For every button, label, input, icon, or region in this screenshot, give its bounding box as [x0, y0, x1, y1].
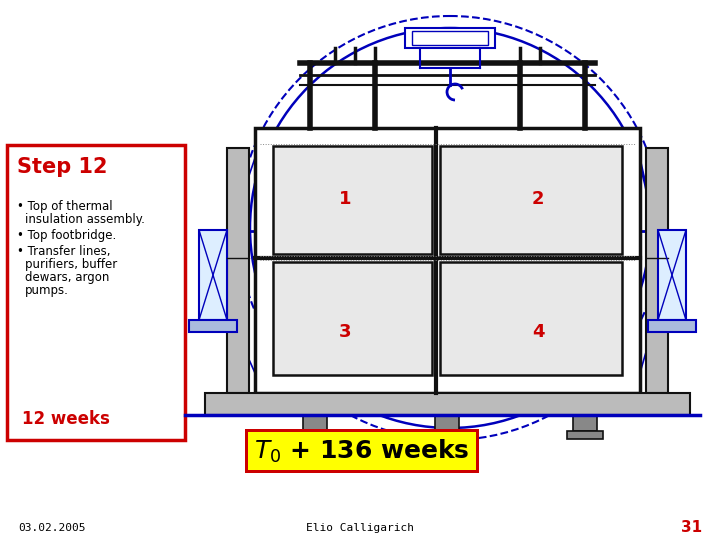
Bar — [245, 429, 479, 473]
Text: Step 12: Step 12 — [17, 157, 107, 177]
Bar — [273, 146, 432, 254]
Text: 31: 31 — [681, 521, 702, 536]
Bar — [248, 432, 476, 470]
Bar — [205, 393, 690, 415]
Bar — [189, 320, 237, 332]
Text: 12 weeks: 12 weeks — [22, 410, 110, 428]
Text: purifiers, buffer: purifiers, buffer — [25, 258, 117, 271]
Bar — [405, 28, 495, 48]
Bar — [658, 230, 686, 320]
Bar — [435, 415, 459, 431]
Bar — [440, 262, 622, 375]
Bar — [648, 320, 696, 332]
Bar — [273, 262, 432, 375]
Text: 2: 2 — [532, 191, 544, 208]
Text: 4: 4 — [532, 323, 544, 341]
Bar — [567, 431, 603, 439]
Bar — [227, 148, 249, 393]
Bar — [440, 146, 622, 254]
Bar — [646, 148, 668, 393]
Bar — [412, 31, 488, 45]
Text: Elio Calligarich: Elio Calligarich — [306, 523, 414, 533]
Text: insulation assembly.: insulation assembly. — [25, 213, 145, 226]
Text: • Transfer lines,: • Transfer lines, — [17, 245, 110, 258]
Bar — [429, 431, 465, 439]
Bar — [7, 145, 185, 440]
Bar — [297, 431, 333, 439]
Bar — [255, 128, 640, 393]
Bar — [303, 415, 327, 431]
Text: 3: 3 — [339, 323, 352, 341]
Text: • Top of thermal: • Top of thermal — [17, 200, 112, 213]
Bar — [573, 415, 597, 431]
Text: 03.02.2005: 03.02.2005 — [18, 523, 86, 533]
Bar — [199, 230, 227, 320]
Text: dewars, argon: dewars, argon — [25, 271, 109, 284]
Text: pumps.: pumps. — [25, 284, 69, 297]
Text: $T_0$ + 136 weeks: $T_0$ + 136 weeks — [254, 437, 470, 464]
Text: 1: 1 — [339, 191, 352, 208]
Text: • Top footbridge.: • Top footbridge. — [17, 229, 116, 242]
